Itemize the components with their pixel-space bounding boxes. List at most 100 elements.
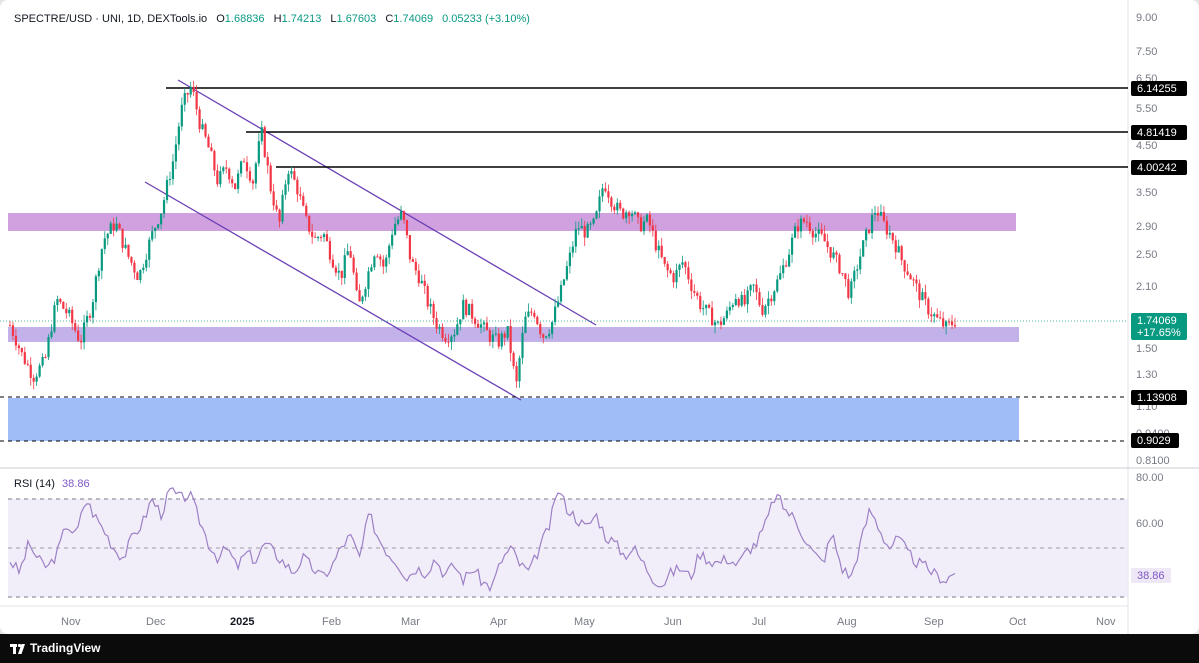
candle-body[interactable]	[826, 241, 829, 248]
candle-body[interactable]	[542, 334, 545, 338]
candle-body[interactable]	[17, 345, 20, 349]
candle-body[interactable]	[708, 304, 711, 308]
candle-body[interactable]	[903, 260, 906, 272]
candle-body[interactable]	[912, 279, 915, 281]
candle-body[interactable]	[391, 234, 394, 246]
candle-body[interactable]	[788, 254, 791, 267]
candle-body[interactable]	[385, 257, 388, 267]
candle-body[interactable]	[737, 298, 740, 306]
candle-body[interactable]	[610, 197, 613, 207]
candle-body[interactable]	[287, 173, 290, 185]
candle-body[interactable]	[331, 259, 334, 268]
level-label-4-00[interactable]: 4.00242	[1131, 160, 1187, 175]
candle-body[interactable]	[88, 315, 92, 318]
candle-body[interactable]	[734, 298, 737, 306]
candle-body[interactable]	[195, 92, 198, 110]
level-label-4-81[interactable]: 4.81419	[1131, 125, 1187, 140]
candle-body[interactable]	[382, 259, 385, 267]
candle-body[interactable]	[308, 215, 311, 232]
candle-body[interactable]	[85, 315, 89, 323]
candle-body[interactable]	[231, 179, 234, 184]
candle-body[interactable]	[924, 292, 927, 299]
candle-body[interactable]	[159, 213, 163, 225]
candle-body[interactable]	[325, 234, 329, 242]
candle-body[interactable]	[790, 237, 794, 255]
candle-body[interactable]	[731, 305, 734, 308]
candle-body[interactable]	[666, 263, 669, 271]
candle-body[interactable]	[835, 252, 838, 255]
candle-body[interactable]	[773, 291, 776, 302]
candle-body[interactable]	[157, 224, 160, 229]
candle-body[interactable]	[471, 303, 474, 319]
candle-body[interactable]	[832, 252, 835, 258]
candle-body[interactable]	[746, 290, 749, 305]
candle-body[interactable]	[533, 312, 536, 317]
candle-body[interactable]	[601, 188, 604, 197]
candle-body[interactable]	[370, 267, 373, 272]
candle-body[interactable]	[65, 308, 68, 314]
candle-body[interactable]	[722, 318, 726, 325]
candle-body[interactable]	[838, 254, 841, 274]
candle-body[interactable]	[565, 266, 569, 280]
candle-body[interactable]	[506, 326, 509, 338]
candle-body[interactable]	[879, 212, 883, 216]
candle-body[interactable]	[527, 311, 530, 317]
candle-body[interactable]	[651, 225, 654, 231]
candle-body[interactable]	[165, 179, 169, 201]
candle-body[interactable]	[687, 267, 690, 280]
candle-body[interactable]	[379, 256, 382, 260]
level-label-0-90[interactable]: 0.9029	[1131, 433, 1179, 448]
candle-body[interactable]	[545, 336, 548, 338]
candle-body[interactable]	[263, 127, 266, 157]
candle-body[interactable]	[103, 238, 106, 250]
candle-body[interactable]	[639, 217, 643, 232]
candle-body[interactable]	[515, 366, 518, 382]
candle-body[interactable]	[189, 86, 192, 95]
candle-body[interactable]	[811, 231, 814, 238]
candle-body[interactable]	[257, 141, 260, 164]
candle-body[interactable]	[702, 308, 705, 310]
rsi-line[interactable]	[9, 487, 956, 593]
candle-body[interactable]	[551, 322, 554, 334]
candle-body[interactable]	[186, 93, 189, 95]
candle-body[interactable]	[548, 333, 551, 337]
candle-body[interactable]	[556, 301, 560, 307]
candle-body[interactable]	[82, 322, 86, 343]
candle-body[interactable]	[423, 280, 426, 287]
candle-body[interactable]	[859, 256, 862, 270]
candle-body[interactable]	[237, 173, 240, 189]
candle-body[interactable]	[216, 170, 219, 185]
candle-body[interactable]	[367, 271, 370, 290]
level-label-6-14[interactable]: 6.14255	[1131, 81, 1187, 96]
candle-body[interactable]	[358, 290, 361, 302]
candle-body[interactable]	[56, 299, 59, 306]
candle-body[interactable]	[607, 191, 610, 198]
candle-body[interactable]	[758, 292, 761, 306]
candle-body[interactable]	[115, 223, 118, 231]
candle-body[interactable]	[459, 319, 462, 325]
chart-canvas[interactable]: 9.00 7.50 6.50 5.50 4.50 3.50 2.90 2.50 …	[0, 0, 1199, 634]
candle-body[interactable]	[631, 213, 634, 217]
candle-body[interactable]	[814, 233, 817, 238]
candle-body[interactable]	[568, 252, 571, 267]
candle-body[interactable]	[148, 239, 151, 260]
candle-body[interactable]	[305, 205, 308, 216]
candle-body[interactable]	[598, 196, 601, 212]
candle-body[interactable]	[867, 229, 871, 234]
candle-body[interactable]	[254, 163, 257, 184]
candle-body[interactable]	[373, 256, 376, 268]
candle-body[interactable]	[853, 270, 856, 282]
candle-body[interactable]	[891, 232, 894, 241]
candle-body[interactable]	[118, 223, 121, 229]
candle-body[interactable]	[536, 316, 539, 325]
candle-body[interactable]	[245, 162, 249, 172]
candle-body[interactable]	[494, 333, 497, 335]
candle-body[interactable]	[364, 289, 367, 297]
candle-body[interactable]	[488, 330, 492, 342]
candle-body[interactable]	[782, 265, 785, 274]
candle-body[interactable]	[133, 262, 136, 273]
candle-body[interactable]	[473, 318, 477, 324]
candle-body[interactable]	[77, 330, 80, 341]
candle-body[interactable]	[222, 167, 225, 172]
candle-body[interactable]	[284, 184, 287, 195]
